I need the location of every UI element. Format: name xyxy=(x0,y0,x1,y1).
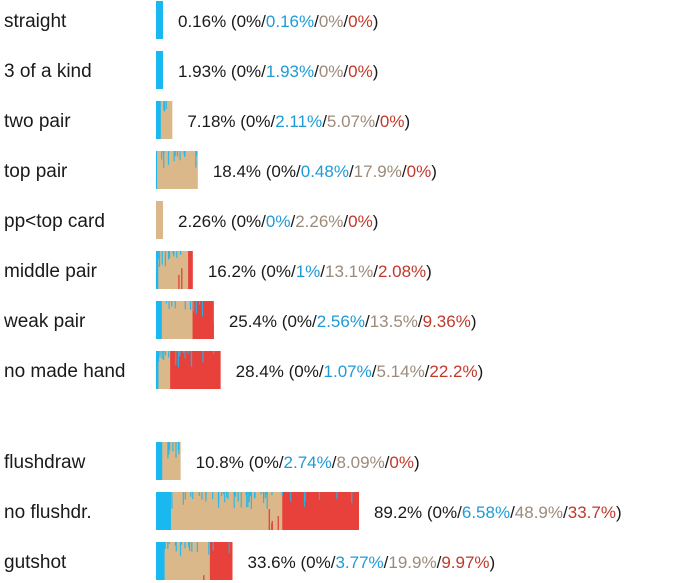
row-value: 16.2% (0%/1%/13.1%/2.08%) xyxy=(208,262,432,281)
bar-segment xyxy=(161,301,194,339)
row-value: 2.26% (0%/0%/2.26%/0%) xyxy=(178,212,378,231)
row-label: two pair xyxy=(4,111,71,132)
chart-row: straight 0.16% (0%/0.16%/0%/0%) xyxy=(4,1,378,39)
bar-segment xyxy=(160,101,173,139)
chart-row: weak pair 25.4% (0%/2.56%/13.5%/9.36%) xyxy=(3,301,477,339)
row-label: flushdraw xyxy=(4,452,86,473)
bar-segment xyxy=(188,251,193,289)
row-value: 1.93% (0%/1.93%/0%/0%) xyxy=(178,62,378,81)
row-value: 18.4% (0%/0.48%/17.9%/0%) xyxy=(213,162,437,181)
bar-segment xyxy=(156,492,172,530)
row-bar xyxy=(156,151,198,189)
row-label: middle pair xyxy=(4,261,98,282)
row-bar xyxy=(156,442,181,480)
row-value: 33.6% (0%/3.77%/19.9%/9.97%) xyxy=(248,553,496,572)
chart-row: no made hand 28.4% (0%/1.07%/5.14%/22.2%) xyxy=(4,351,483,389)
row-bar xyxy=(156,1,163,39)
row-bar xyxy=(156,251,193,289)
chart-row: no flushdr. 89.2% (0%/6.58%/48.9%/33.7%) xyxy=(4,492,622,530)
row-value: 7.18% (0%/2.11%/5.07%/0%) xyxy=(187,112,410,131)
bar-segment xyxy=(156,1,163,39)
chart-row: flushdraw 10.8% (0%/2.74%/8.09%/0%) xyxy=(4,442,420,480)
chart-row: gutshot 33.6% (0%/3.77%/19.9%/9.97%) xyxy=(4,542,495,580)
bar-segment xyxy=(156,542,166,580)
row-value: 10.8% (0%/2.74%/8.09%/0%) xyxy=(196,453,420,472)
bar-segment xyxy=(156,442,163,480)
row-bar xyxy=(156,542,233,580)
row-bar xyxy=(156,301,214,339)
row-label: no made hand xyxy=(4,361,126,382)
row-label: weak pair xyxy=(3,311,86,332)
row-value: 0.16% (0%/0.16%/0%/0%) xyxy=(178,12,378,31)
bar-segment xyxy=(156,51,163,89)
bar-segment xyxy=(156,251,159,289)
bar-segment xyxy=(156,351,159,389)
bar-segment xyxy=(282,492,359,530)
bar-segment xyxy=(158,351,171,389)
chart-row: middle pair 16.2% (0%/1%/13.1%/2.08%) xyxy=(4,251,432,289)
chart-row: pp<top card 2.26% (0%/0%/2.26%/0%) xyxy=(4,201,378,239)
row-value: 28.4% (0%/1.07%/5.14%/22.2%) xyxy=(236,362,484,381)
row-bar xyxy=(156,101,173,139)
chart-row: 3 of a kind 1.93% (0%/1.93%/0%/0%) xyxy=(4,51,378,89)
row-label: pp<top card xyxy=(4,211,105,232)
row-label: 3 of a kind xyxy=(4,61,92,82)
bar-segment xyxy=(156,301,163,339)
row-label: gutshot xyxy=(4,552,67,573)
bar-segment xyxy=(156,151,158,189)
row-label: top pair xyxy=(4,161,68,182)
bar-segment xyxy=(170,351,221,389)
bar-segment xyxy=(164,542,211,580)
row-value: 25.4% (0%/2.56%/13.5%/9.36%) xyxy=(229,312,477,331)
row-bar xyxy=(156,351,221,389)
chart-row: two pair 7.18% (0%/2.11%/5.07%/0%) xyxy=(4,101,410,139)
row-bar xyxy=(156,51,163,89)
bar-segment xyxy=(156,101,162,139)
row-bar xyxy=(156,201,163,239)
bar-segment xyxy=(158,251,189,289)
bar-segment xyxy=(156,201,163,239)
row-value: 89.2% (0%/6.58%/48.9%/33.7%) xyxy=(374,503,622,522)
row-label: no flushdr. xyxy=(4,502,92,523)
row-bar xyxy=(156,492,359,530)
row-label: straight xyxy=(4,11,67,32)
chart-row: top pair 18.4% (0%/0.48%/17.9%/0%) xyxy=(4,151,437,189)
